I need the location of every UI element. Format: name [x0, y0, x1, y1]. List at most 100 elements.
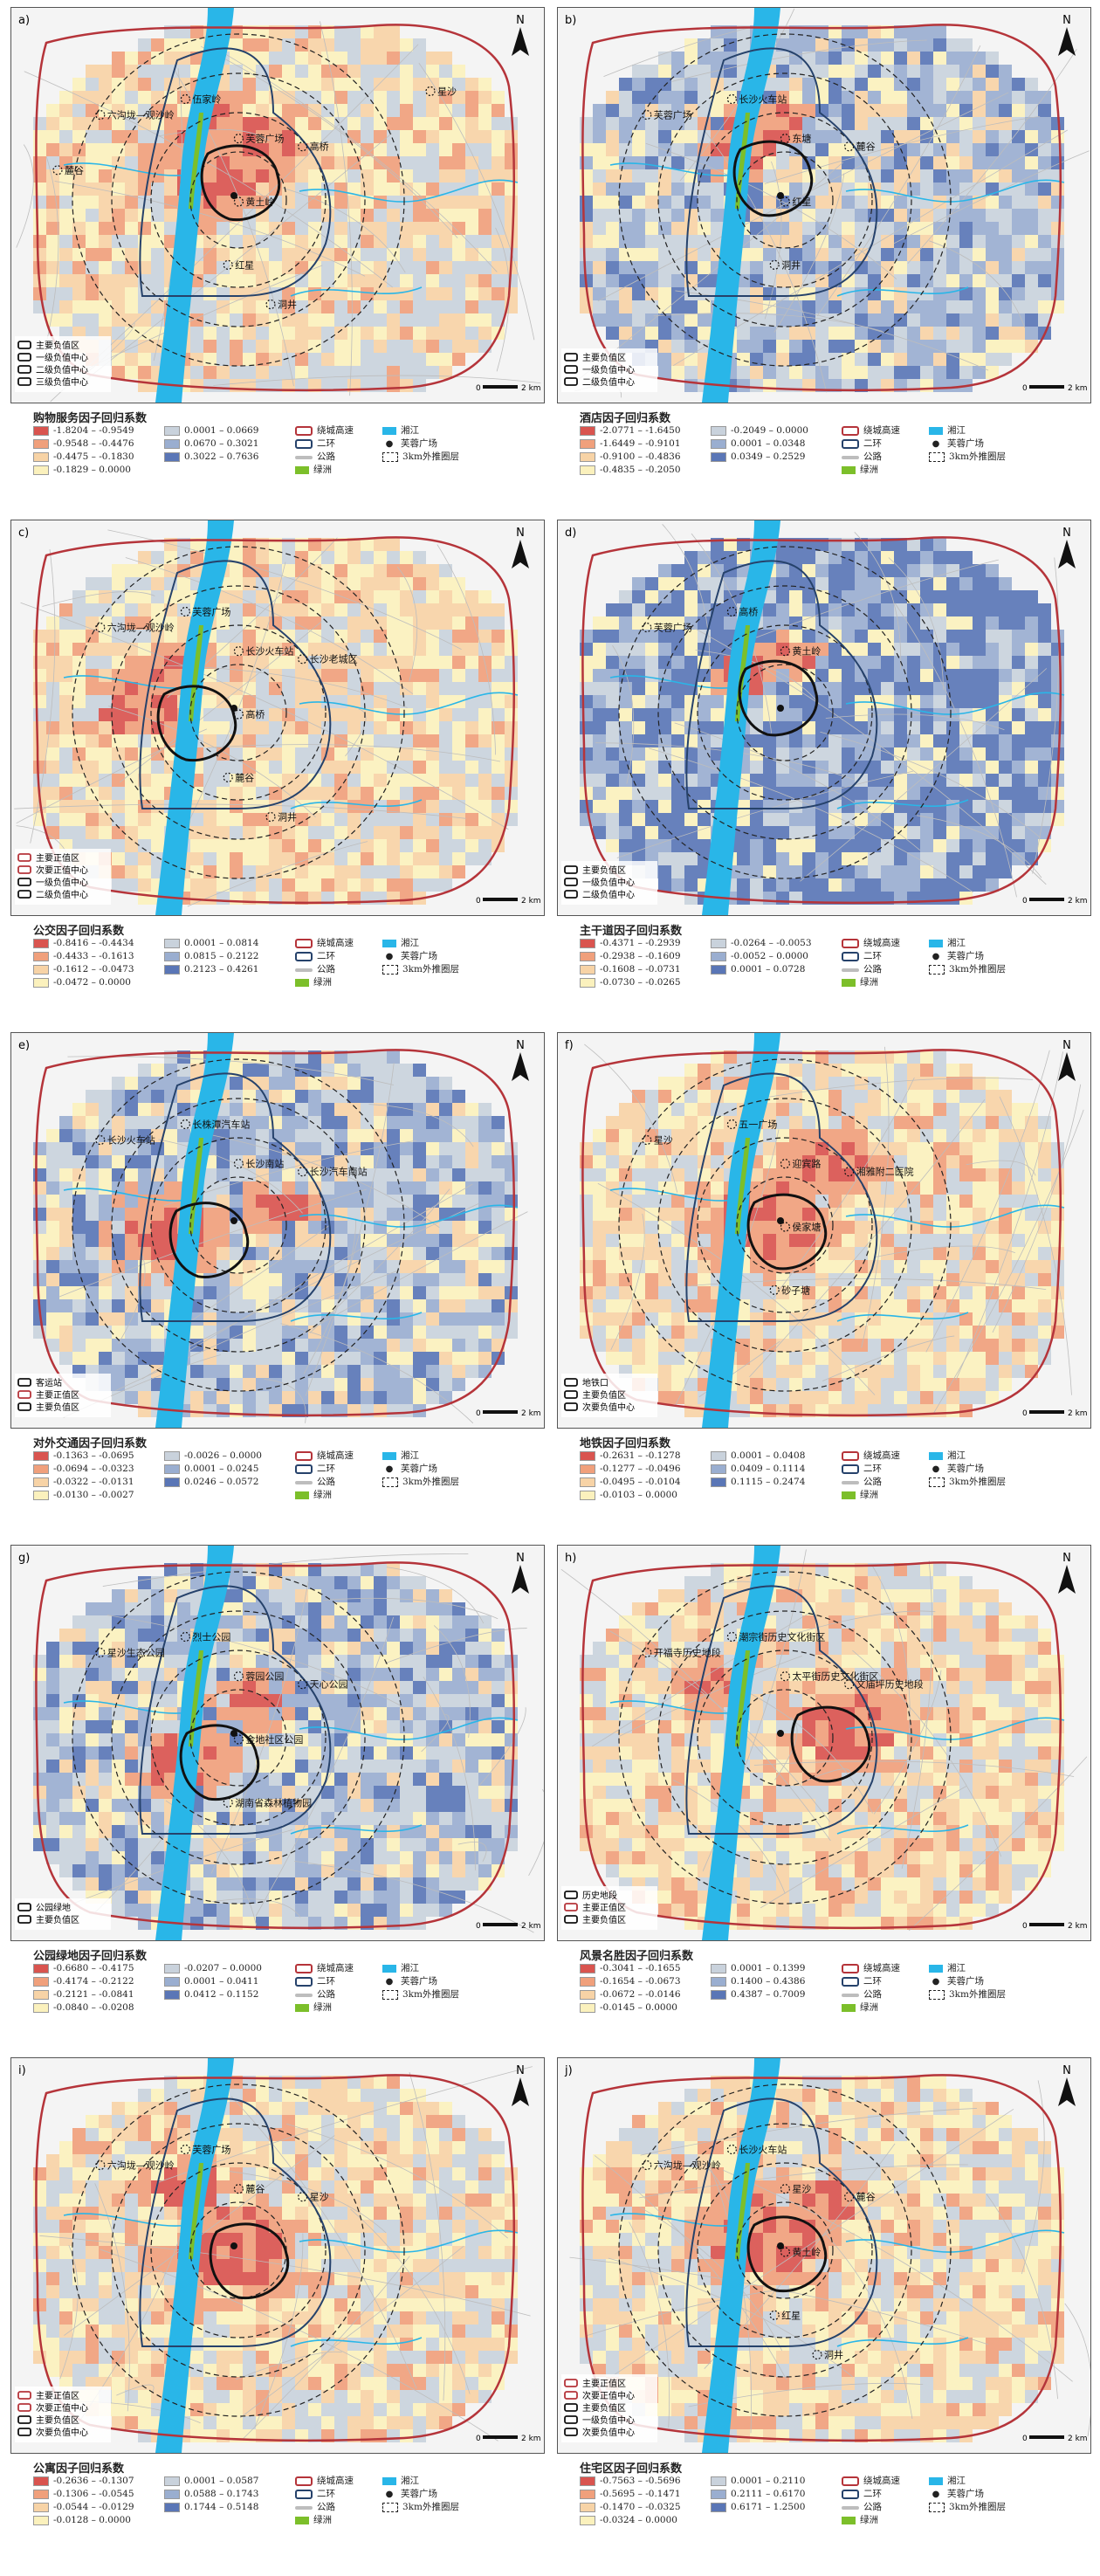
north-arrow-icon: [1058, 27, 1076, 56]
legend-river-label: 湘江: [401, 2476, 419, 2486]
place-label: 长沙火车站: [739, 2143, 787, 2155]
main-value-zone: [790, 1705, 871, 1783]
scale-label: 2 km: [521, 1409, 541, 1418]
map-frame: N 0 2 km e) 长沙火车站 长株潭汽车站 长沙南站 长沙汽车南站 客运站 主要正值区 主要负…: [10, 1032, 545, 1429]
map-panel-e: N 0 2 km e) 长沙火车站 长株潭汽车站 长沙南站 长沙汽车南站 客运站 主要正值区 主要负…: [7, 1029, 547, 1533]
second-ring-road: [139, 2097, 332, 2347]
legend-swatch: [164, 2490, 180, 2499]
legend-swatch: [711, 452, 726, 462]
legend-road: 公路: [842, 451, 900, 464]
legend-class-item: -0.2938 – -0.1609: [580, 950, 681, 963]
inset-legend-label: 主要负值区: [36, 1402, 79, 1413]
legend-buffer-label: 3km外推圈层: [402, 1477, 459, 1487]
legend-swatch: [164, 2503, 180, 2512]
scale-bar: [483, 1923, 518, 1926]
xiang-river: [155, 520, 234, 915]
legend-river-label: 湘江: [401, 1963, 419, 1973]
legend-class-label: -0.4174 – -0.2122: [53, 1976, 134, 1987]
legend-class-label: -0.0324 – 0.0000: [600, 2515, 677, 2525]
legend-class-item: 0.0001 – 0.2110: [711, 2475, 805, 2488]
scale-bar: [1029, 385, 1064, 389]
ring-expressway: [581, 2074, 1062, 2442]
legend-road-swatch: [295, 2505, 313, 2510]
inset-legend-label: 主要负值区: [582, 864, 626, 876]
scale-bar: [1029, 2435, 1064, 2439]
legend-class-label: -0.2121 – -0.0841: [53, 1989, 134, 2000]
scale-label: 2 km: [1068, 1409, 1088, 1418]
legend-class-item: 0.0588 – 0.1743: [164, 2488, 258, 2501]
place-center-marker: [769, 259, 780, 270]
xiang-river: [155, 1546, 234, 1940]
north-label: N: [516, 1039, 525, 1052]
place-center-marker: [265, 299, 276, 310]
place-label: 湖南省森林植物园: [235, 1796, 312, 1808]
legend-swatch: [33, 452, 49, 462]
legend-class-label: 0.1744 – 0.5148: [184, 2502, 259, 2512]
map-frame: N 0 2 km b) 芙蓉广场 长沙火车站 东塘 麓谷 红星 洞井 主要负值区 一级负值中心 二级负值…: [557, 7, 1091, 403]
map-canvas: N 0 2 km g) 星沙生态公园 烈士公园蓉园公园天心公园金地社区公园湖南省森林植物园…: [15, 1546, 544, 1940]
legend-buffer: 3km外推圈层: [929, 1988, 1006, 2001]
place-label: 红星: [235, 259, 254, 271]
legend-buffer: 3km外推圈层: [382, 2501, 459, 2514]
legend-ring-road-swatch: [842, 2476, 859, 2486]
coefficient-legend: -2.0771 – -1.6450 -1.6449 – -0.9101 -0.910…: [580, 424, 1086, 505]
place-center-marker: [265, 811, 276, 823]
legend-class-label: 0.0001 – 0.0411: [184, 1976, 259, 1987]
legend-class-label: -0.3041 – -0.1655: [600, 1963, 681, 1973]
inset-legend-label: 主要负值区: [582, 1914, 626, 1925]
legend-plaza-label: 芙蓉广场: [947, 438, 984, 449]
place-center-marker: [95, 1134, 106, 1146]
place-label: 芙蓉广场: [654, 109, 692, 121]
coefficient-legend: -0.1363 – -0.0695 -0.0694 – -0.0323 -0.032…: [33, 1450, 540, 1530]
scale-label: 2 km: [521, 384, 541, 393]
scale-bar: [1029, 1410, 1064, 1414]
place-label: 天心公园: [310, 1679, 348, 1691]
legend-road-label: 公路: [863, 2502, 882, 2512]
legend-second-ring: 二环: [842, 950, 900, 963]
legend-buffer-swatch: [382, 965, 398, 975]
legend-road-label: 公路: [863, 964, 882, 975]
legend-swatch: [711, 1477, 726, 1487]
scale-label: 2 km: [1068, 1922, 1088, 1931]
legend-class-label: -0.0207 – 0.0000: [184, 1963, 262, 1973]
legend-river-label: 湘江: [947, 2476, 966, 2486]
inset-legend-symbol: [17, 377, 31, 386]
legend-class-label: 0.2111 – 0.6170: [731, 2489, 806, 2499]
legend-class-item: -0.7563 – -0.5696: [580, 2475, 681, 2488]
legend-class-item: -1.6449 – -0.9101: [580, 437, 681, 451]
plaza-marker: [230, 705, 237, 712]
legend-swatch: [580, 1977, 595, 1987]
legend-class-item: -0.0322 – -0.0131: [33, 1476, 134, 1489]
panel-letter: b): [565, 14, 576, 27]
legend-class-item: 0.2111 – 0.6170: [711, 2488, 805, 2501]
scale-bar: [483, 898, 518, 901]
legend-plaza-label: 芙蓉广场: [401, 1976, 437, 1987]
place-label: 长沙老城区: [310, 654, 358, 665]
place-center-marker: [298, 141, 308, 152]
legend-buffer: 3km外推圈层: [929, 1476, 1006, 1489]
legend-plaza: ● 芙蓉广场: [929, 1975, 1006, 1988]
legend-green-island: 绿洲: [295, 2001, 354, 2015]
legend-second-ring-swatch: [842, 439, 859, 449]
ring-expressway: [35, 536, 516, 905]
legend-river: 湘江: [382, 424, 459, 437]
place-label: 洞井: [278, 299, 297, 311]
road-network: [24, 1553, 544, 1933]
xiang-river: [702, 1546, 780, 1940]
place-center-marker: [642, 1134, 652, 1146]
inset-legend-label: 次要正值中心: [36, 2402, 88, 2414]
inset-legend-label: 主要负值区: [36, 2414, 79, 2426]
legend-plaza-label: 芙蓉广场: [401, 438, 437, 449]
legend-buffer-label: 3km外推圈层: [949, 1477, 1006, 1487]
inset-legend-symbol: [17, 1390, 31, 1399]
legend-ring-road-label: 绕城高速: [863, 2476, 900, 2486]
legend-road: 公路: [842, 2501, 900, 2514]
legend-green-swatch: [842, 979, 856, 987]
legend-class-item: -0.1612 – -0.0473: [33, 963, 134, 976]
main-value-zone: [738, 659, 819, 737]
legend-class-label: -1.6449 – -0.9101: [600, 438, 681, 449]
legend-road-label: 公路: [317, 451, 335, 462]
